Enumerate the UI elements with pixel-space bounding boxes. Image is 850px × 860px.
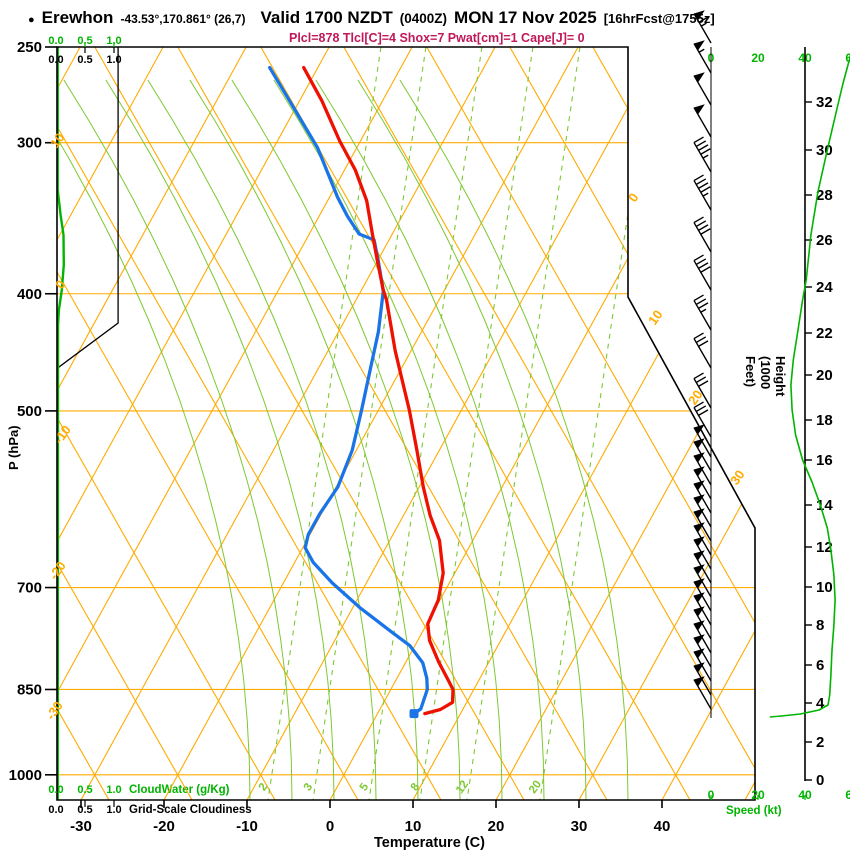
valid-zulu: (0400Z) xyxy=(399,11,448,26)
svg-text:2: 2 xyxy=(257,781,271,793)
temperature-axis-title: Temperature (C) xyxy=(374,835,485,851)
svg-text:14: 14 xyxy=(816,497,833,514)
svg-text:8: 8 xyxy=(409,781,423,794)
station-bullet-icon: ● xyxy=(28,14,35,26)
svg-text:16: 16 xyxy=(816,452,833,469)
station-coords: -43.53°,170.861° (26,7) xyxy=(120,12,246,26)
svg-text:3: 3 xyxy=(302,781,316,793)
svg-text:0.5: 0.5 xyxy=(77,804,92,816)
svg-text:0: 0 xyxy=(326,818,334,835)
forecast-tag: [16hrFcst@1755z] xyxy=(603,11,715,26)
svg-text:10: 10 xyxy=(816,579,833,596)
svg-text:1.0: 1.0 xyxy=(106,784,121,796)
svg-text:18: 18 xyxy=(816,412,833,429)
svg-text:60: 60 xyxy=(845,788,850,802)
svg-text:1.0: 1.0 xyxy=(106,54,121,66)
cloudwater-axis-title: CloudWater (g/Kg) xyxy=(129,784,230,796)
svg-text:5: 5 xyxy=(358,781,372,794)
svg-text:0.5: 0.5 xyxy=(77,35,92,47)
svg-text:20: 20 xyxy=(685,387,706,407)
chart-title: ● Erewhon -43.53°,170.861° (26,7) Valid … xyxy=(28,8,715,28)
svg-text:-10: -10 xyxy=(236,818,258,835)
svg-text:1.0: 1.0 xyxy=(106,804,121,816)
svg-text:30: 30 xyxy=(571,818,588,835)
svg-text:20: 20 xyxy=(751,51,765,65)
svg-text:1000: 1000 xyxy=(9,767,42,784)
speed-axis-title: Speed (kt) xyxy=(726,805,782,817)
svg-text:40: 40 xyxy=(654,818,671,835)
station-name: Erewhon xyxy=(41,8,114,27)
svg-text:30: 30 xyxy=(816,142,833,159)
svg-text:0.0: 0.0 xyxy=(48,35,63,47)
svg-text:10: 10 xyxy=(645,307,666,327)
valid-time: Valid 1700 NZDT xyxy=(260,8,393,27)
svg-text:26: 26 xyxy=(816,232,833,249)
svg-text:22: 22 xyxy=(816,325,833,342)
svg-text:60: 60 xyxy=(845,51,850,65)
svg-text:0: 0 xyxy=(52,277,68,292)
svg-text:0.0: 0.0 xyxy=(48,804,63,816)
svg-text:0: 0 xyxy=(816,772,824,789)
svg-text:250: 250 xyxy=(17,39,42,56)
svg-text:700: 700 xyxy=(17,580,42,597)
svg-text:850: 850 xyxy=(17,681,42,698)
svg-text:0.5: 0.5 xyxy=(77,784,92,796)
svg-text:20: 20 xyxy=(488,818,505,835)
svg-text:0.5: 0.5 xyxy=(77,54,92,66)
svg-text:-30: -30 xyxy=(70,818,92,835)
svg-text:12: 12 xyxy=(816,539,833,556)
svg-text:6: 6 xyxy=(816,657,824,674)
svg-text:0.0: 0.0 xyxy=(48,784,63,796)
svg-text:-10: -10 xyxy=(51,422,74,446)
svg-text:30: 30 xyxy=(727,467,748,487)
svg-text:500: 500 xyxy=(17,403,42,420)
cloudiness-axis-title: Grid-Scale Cloudiness xyxy=(129,804,252,816)
svg-text:400: 400 xyxy=(17,286,42,303)
svg-text:300: 300 xyxy=(17,135,42,152)
svg-text:28: 28 xyxy=(816,187,833,204)
svg-text:8: 8 xyxy=(816,617,824,634)
valid-date: MON 17 Nov 2025 xyxy=(454,8,597,27)
svg-text:10: 10 xyxy=(405,818,422,835)
svg-text:4: 4 xyxy=(816,695,825,712)
svg-text:-20: -20 xyxy=(153,818,175,835)
svg-text:32: 32 xyxy=(816,94,833,111)
svg-text:24: 24 xyxy=(816,279,833,296)
sounding-indices: Plcl=878 Tlcl[C]=4 Shox=7 Pwat[cm]=1 Cap… xyxy=(289,31,585,45)
svg-text:0.0: 0.0 xyxy=(48,54,63,66)
svg-text:10: 10 xyxy=(47,130,68,150)
svg-text:20: 20 xyxy=(816,367,833,384)
svg-text:1.0: 1.0 xyxy=(106,35,121,47)
svg-text:2: 2 xyxy=(816,734,824,751)
